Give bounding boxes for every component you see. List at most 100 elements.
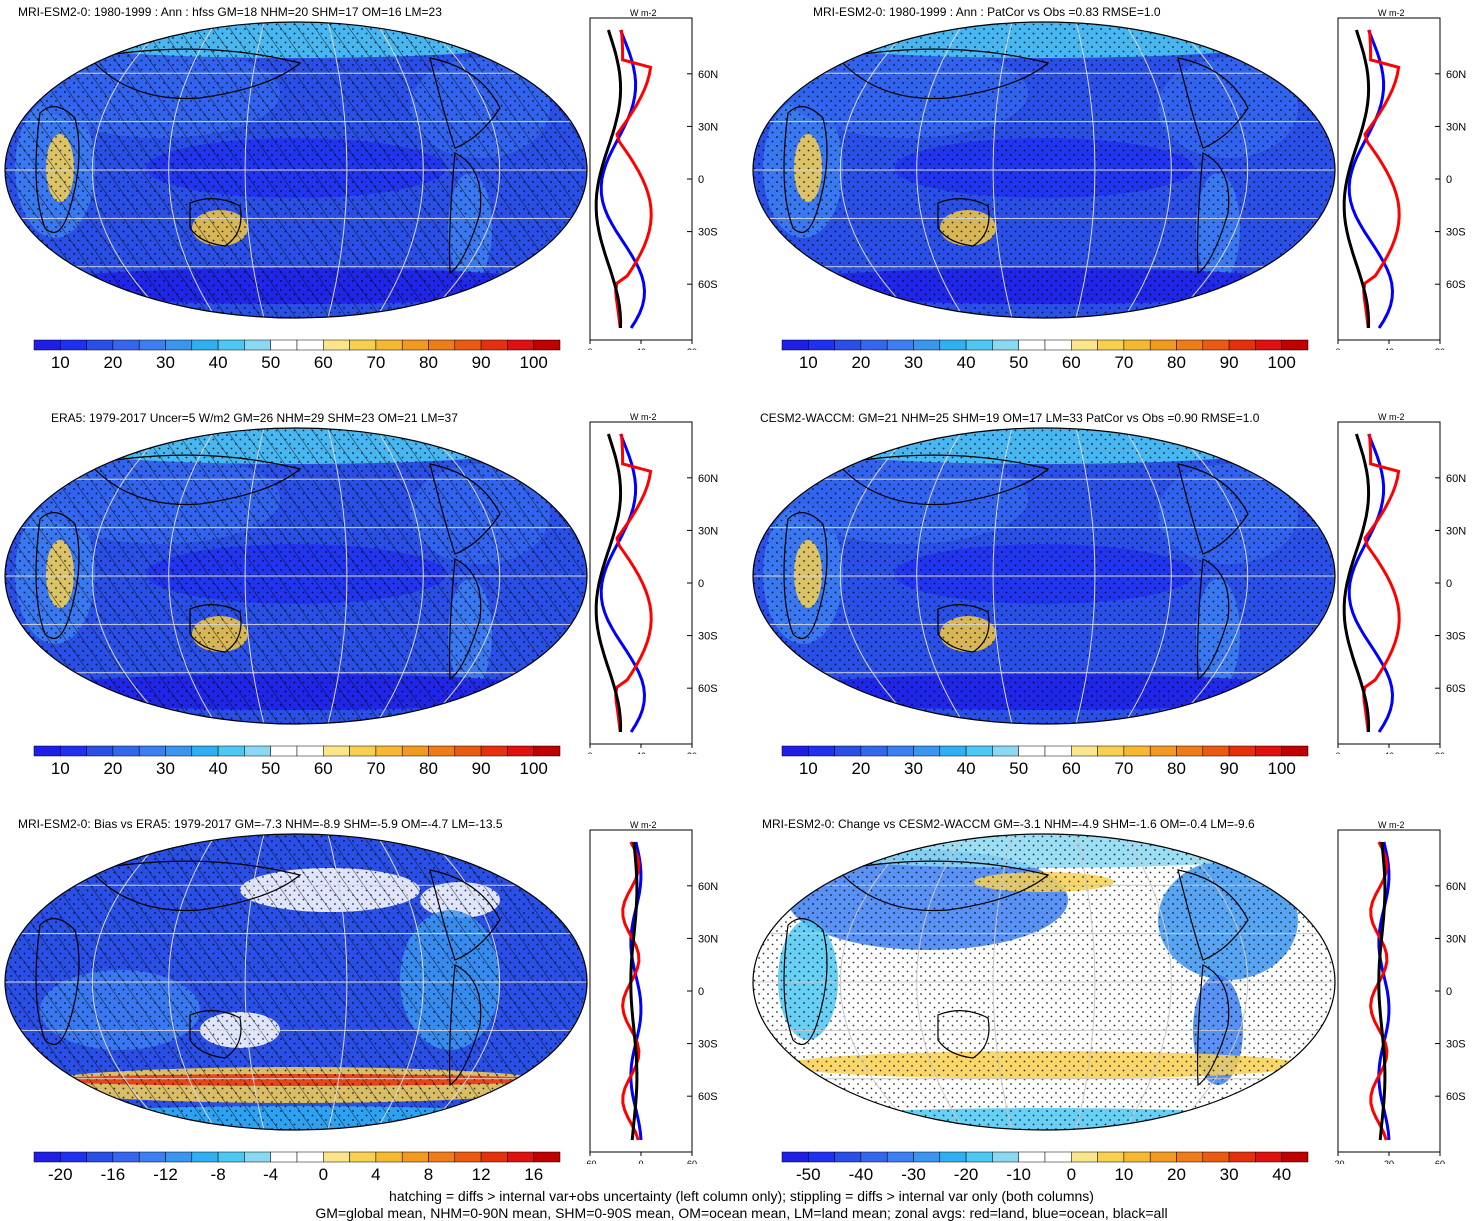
zonal-x-tick-label: 80: [1435, 751, 1445, 754]
colorbar-tick-label: 40: [957, 353, 976, 372]
lat-tick-label: 60N: [698, 881, 718, 893]
lat-tick-label: 0: [698, 578, 704, 590]
colorbar-panel-3: 102030405060708090100110: [33, 745, 561, 778]
colorbar-tick-label: 100: [520, 353, 548, 372]
colorbar-tick-label: -8: [211, 1165, 226, 1184]
colorbar-tick-label: -12: [153, 1165, 178, 1184]
map-panel-5: [4, 833, 588, 1131]
colorbar-tick-label: 0: [319, 1165, 328, 1184]
colorbar-panel-2: 102030405060708090100110: [781, 339, 1309, 372]
zonal-units-label: W m-2: [630, 820, 657, 830]
zonal-x-tick-label: 40: [636, 347, 646, 350]
lat-tick-label: 60S: [1446, 683, 1466, 695]
colorbar-tick-label: 40: [957, 759, 976, 778]
panel-title-6: MRI-ESM2-0: Change vs CESM2-WACCM GM=-3.…: [762, 817, 1255, 831]
colorbar-panel-5: -20-16-12-8-4048121620: [33, 1151, 561, 1184]
colorbar-tick-label: 50: [261, 759, 280, 778]
colorbar-tick-label: 20: [103, 353, 122, 372]
colorbar-panel-4: 102030405060708090100110: [781, 745, 1309, 778]
map-panel-2: [752, 21, 1336, 319]
colorbar-tick-label: -10: [1006, 1165, 1031, 1184]
colorbar-tick-label: 90: [1220, 759, 1239, 778]
colorbar-tick-label: 90: [1220, 353, 1239, 372]
all-zonal-line: [1377, 841, 1387, 1141]
colorbar-tick-label: 80: [1167, 353, 1186, 372]
zonal-x-tick-label: 60: [687, 1159, 697, 1164]
ocean-zonal-line: [1347, 29, 1395, 329]
colorbar-tick-label: 60: [1062, 353, 1081, 372]
colorbar-tick-label: 100: [1268, 759, 1296, 778]
lat-tick-label: 60N: [1446, 881, 1466, 893]
all-zonal-line: [1342, 29, 1371, 329]
lat-tick-label: 0: [1446, 174, 1452, 186]
lat-tick-label: 60N: [1446, 473, 1466, 485]
zonal-x-tick-label: 60: [1435, 1159, 1445, 1164]
lat-tick-label: 0: [698, 174, 704, 186]
colorbar-tick-label: 20: [851, 353, 870, 372]
zonal-x-tick-label: 0: [1335, 347, 1340, 350]
colorbar-tick-label: 50: [1009, 759, 1028, 778]
map-panel-3: [4, 427, 588, 725]
lat-tick-label: 60S: [698, 1091, 718, 1103]
zonal-x-tick-label: 0: [587, 347, 592, 350]
colorbar-tick-label: 16: [524, 1165, 543, 1184]
lat-tick-label: 30S: [698, 1039, 718, 1051]
zonal-x-tick-label: 0: [1335, 751, 1340, 754]
colorbar-tick-label: 40: [209, 353, 228, 372]
land-zonal-line: [614, 433, 653, 733]
zonal-x-tick-label: 20: [1384, 1159, 1394, 1164]
colorbar-tick-label: 100: [520, 759, 548, 778]
lat-tick-label: 30S: [1446, 1039, 1466, 1051]
zonal-x-tick-label: 40: [1384, 751, 1394, 754]
zonal-x-tick-label: 80: [1435, 347, 1445, 350]
colorbar-tick-label: 50: [1009, 353, 1028, 372]
lat-tick-label: 0: [1446, 578, 1452, 590]
caption-line-1: hatching = diffs > internal var+obs unce…: [389, 1188, 1094, 1204]
lat-tick-label: 30S: [1446, 631, 1466, 643]
land-zonal-line: [1362, 29, 1401, 329]
lat-tick-label: 0: [698, 986, 704, 998]
colorbar-tick-label: 30: [1220, 1165, 1239, 1184]
colorbar-tick-label: 0: [1067, 1165, 1076, 1184]
lat-tick-label: 60S: [1446, 1091, 1466, 1103]
colorbar-tick-label: 50: [261, 353, 280, 372]
lat-tick-label: 60S: [1446, 279, 1466, 291]
all-zonal-line: [1342, 433, 1371, 733]
ocean-zonal-line: [629, 841, 643, 1141]
zonal-x-tick-label: 40: [636, 751, 646, 754]
ocean-zonal-line: [1377, 841, 1391, 1141]
all-zonal-line: [629, 841, 639, 1141]
panel-title-2: MRI-ESM2-0: 1980-1999 : Ann : PatCor vs …: [813, 5, 1161, 19]
lat-tick-label: 30N: [1446, 933, 1466, 945]
lat-tick-label: 60N: [698, 69, 718, 81]
colorbar-tick-label: 30: [904, 353, 923, 372]
colorbar-tick-label: 10: [1114, 1165, 1133, 1184]
caption-line-2: GM=global mean, NHM=0-90N mean, SHM=0-90…: [315, 1205, 1168, 1221]
zonal-units-label: W m-2: [1378, 8, 1405, 18]
land-zonal-line: [614, 29, 653, 329]
panel-title-3: ERA5: 1979-2017 Uncer=5 W/m2 GM=26 NHM=2…: [51, 411, 458, 425]
colorbar-tick-label: 20: [103, 759, 122, 778]
lat-tick-label: 30N: [1446, 525, 1466, 537]
map-panel-4: [752, 427, 1336, 725]
colorbar-tick-label: 30: [156, 759, 175, 778]
ocean-zonal-line: [1347, 433, 1395, 733]
colorbar-tick-label: -50: [796, 1165, 821, 1184]
colorbar-tick-label: 70: [366, 353, 385, 372]
colorbar-tick-label: 40: [1272, 1165, 1291, 1184]
colorbar-tick-label: 60: [314, 759, 333, 778]
panel-title-1: MRI-ESM2-0: 1980-1999 : Ann : hfss GM=18…: [18, 5, 442, 19]
colorbar-tick-label: 70: [366, 759, 385, 778]
zonal-units-label: W m-2: [630, 412, 657, 422]
all-zonal-line: [594, 29, 623, 329]
zonal-units-label: W m-2: [1378, 820, 1405, 830]
land-zonal-line: [1362, 433, 1401, 733]
colorbar-tick-label: -4: [263, 1165, 278, 1184]
lat-tick-label: 0: [1446, 986, 1452, 998]
colorbar-tick-label: 30: [156, 353, 175, 372]
colorbar-tick-label: 20: [1167, 1165, 1186, 1184]
colorbar-tick-label: 70: [1114, 759, 1133, 778]
lat-tick-label: 60S: [698, 683, 718, 695]
lat-tick-label: 30N: [1446, 121, 1466, 133]
